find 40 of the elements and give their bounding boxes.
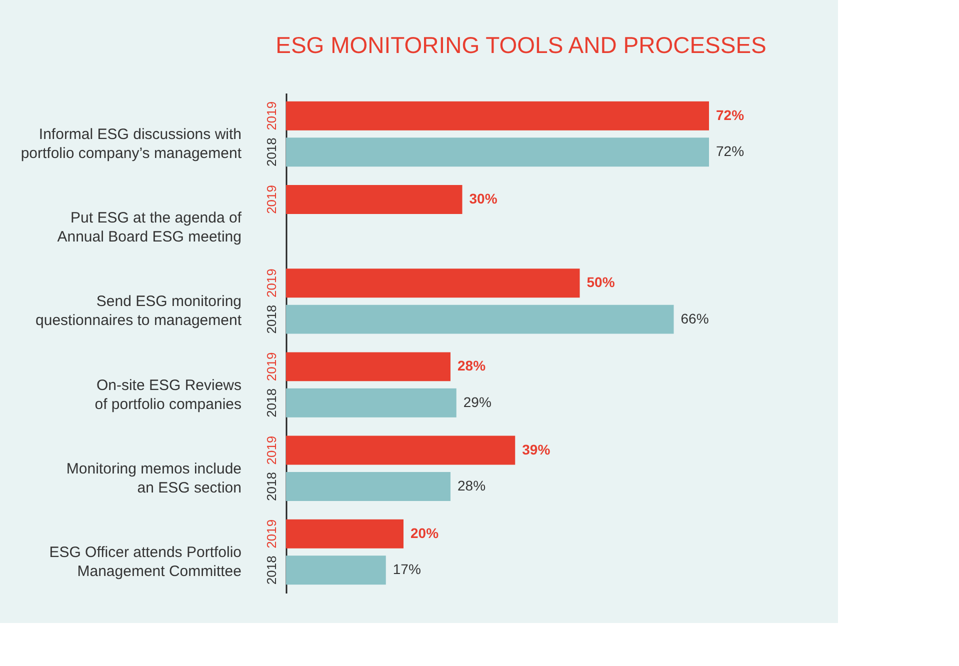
- text: 2018: [264, 472, 279, 501]
- y-tick-label: Monitoring memos include an ESG section: [66, 460, 242, 496]
- data-label: 66%: [680, 310, 709, 326]
- text: 2019: [264, 352, 279, 382]
- bar: [286, 138, 709, 167]
- y-tick-label: ESG Officer attends Portfolio Management Committee: [49, 544, 242, 580]
- data-label: 29%: [463, 394, 492, 410]
- data-label: 28%: [458, 478, 486, 494]
- data-label: 72%: [716, 106, 745, 123]
- y-tick-label: Put ESG at the agenda of Annual Board ESG meeting: [57, 210, 242, 246]
- bar: [286, 472, 450, 502]
- bar: [286, 268, 580, 298]
- text: 2019: [264, 185, 279, 214]
- data-label: 20%: [410, 524, 440, 541]
- bar: [286, 101, 709, 130]
- bar: [286, 556, 386, 585]
- text: 2018: [264, 556, 279, 585]
- y-tick-label: Send ESG monitoring questionnaires to management: [36, 293, 242, 330]
- data-label: 17%: [392, 561, 421, 578]
- data-label: 50%: [586, 274, 616, 290]
- data-label: 39%: [522, 441, 551, 458]
- data-label: 72%: [716, 143, 744, 160]
- bar: [286, 304, 674, 334]
- text: 2019: [264, 519, 279, 548]
- text: 2018: [264, 138, 279, 167]
- y-tick-label: On-site ESG Reviews of portfolio companies: [94, 376, 242, 413]
- bar: [286, 184, 462, 214]
- text: 2019: [264, 268, 279, 298]
- y-tick-label: Informal ESG discussions with portfolio company’s management: [20, 126, 242, 162]
- data-label: 28%: [458, 358, 486, 374]
- text: 2018: [264, 304, 279, 334]
- text: 2019: [264, 436, 279, 465]
- bar: [286, 352, 450, 382]
- text: 2018: [264, 388, 279, 418]
- bar: [286, 388, 456, 418]
- bar: [286, 519, 404, 548]
- data-label: 30%: [469, 190, 498, 206]
- text: 2019: [264, 101, 279, 130]
- chart-title: ESG MONITORING TOOLS AND PROCESSES: [276, 32, 766, 58]
- bar: [286, 436, 516, 465]
